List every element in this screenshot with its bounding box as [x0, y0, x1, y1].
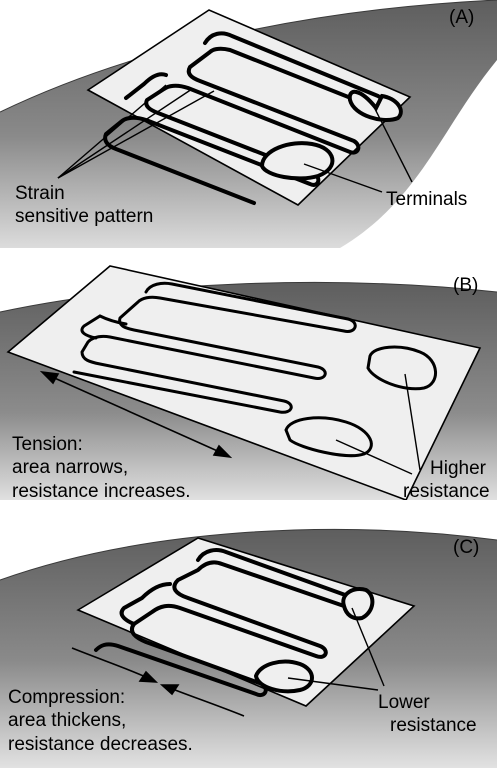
panel-a-label-left-1: Strain	[15, 183, 65, 204]
panel-a-leader-lines	[57, 84, 413, 193]
panel-a-label-left-2: sensitive pattern	[15, 206, 153, 227]
panel-a-grid-pattern-2	[124, 72, 168, 100]
panel-c-tag: (C)	[453, 537, 479, 558]
panel-b-grid-pattern-2	[80, 314, 128, 340]
panel-b-grid-pattern	[72, 281, 357, 414]
panel-c-label-left-1: Compression:	[8, 687, 125, 708]
panel-a-terminal-right	[347, 89, 403, 122]
compression-arrows	[71, 647, 245, 717]
panel-c-terminal-right	[341, 587, 375, 621]
panel-c-leader-lines	[287, 607, 385, 691]
panel-a-label-right-1: Terminals	[386, 189, 467, 210]
panel-b-substrate-edge	[0, 281, 497, 313]
panel-a: (A) Strain sensitive pattern Terminals	[0, 0, 497, 248]
divider-bc	[0, 500, 497, 512]
panel-c-label-left-2: area thickens,	[8, 710, 126, 731]
divider-ab	[0, 248, 497, 260]
panel-b-label-left-1: Tension:	[12, 434, 83, 455]
panel-c-substrate-edge	[0, 528, 497, 581]
panel-b-label-left-2: area narrows,	[12, 457, 128, 478]
panel-a-terminal-left	[259, 141, 335, 181]
panel-c-label-right-2: resistance	[390, 715, 477, 736]
panel-c-label-right-1: Lower	[378, 692, 430, 713]
panel-c: (C) Compression: area thickens, resistan…	[0, 528, 497, 768]
tension-arrow	[39, 370, 233, 459]
panel-b-tag: (B)	[453, 275, 478, 296]
panel-c-terminal-left	[253, 659, 314, 694]
panel-b-leader-lines	[335, 373, 421, 475]
panel-a-tag: (A)	[449, 7, 474, 28]
panel-b-label-right-1: Higher	[430, 458, 487, 479]
panel-b-terminal-right	[366, 345, 437, 391]
panel-c-grid-pattern-2	[119, 582, 172, 626]
panel-b: (B) Tension: area narrows, resistance in…	[0, 265, 497, 502]
panel-c-label-left-3: resistance decreases.	[8, 734, 193, 755]
panel-b-label-right-2: resistance	[403, 481, 490, 502]
panel-b-label-left-3: resistance increases.	[12, 481, 190, 502]
